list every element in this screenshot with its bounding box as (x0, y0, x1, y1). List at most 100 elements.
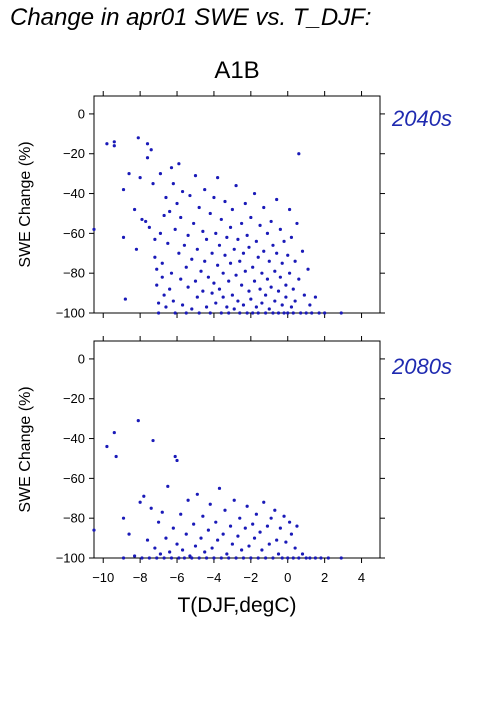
data-point (230, 207, 234, 212)
data-point (275, 197, 279, 202)
y-tick-label: −40 (63, 186, 85, 201)
x-tick-label: 4 (358, 570, 365, 585)
data-point (169, 166, 174, 170)
data-point (149, 506, 153, 510)
page-title: Change in apr01 SWE vs. T_DJF: (10, 4, 372, 31)
y-tick-label: −60 (63, 471, 85, 486)
data-point (138, 176, 142, 180)
data-point (339, 311, 343, 315)
data-point (278, 275, 282, 279)
data-point (254, 512, 258, 516)
data-point (236, 237, 240, 241)
data-point (155, 556, 159, 560)
data-point (184, 265, 188, 269)
data-point (180, 303, 185, 307)
plot-frame-2080s (93, 340, 381, 559)
data-point (166, 241, 170, 245)
data-point (121, 235, 126, 239)
data-point (289, 235, 294, 239)
data-point (280, 303, 284, 307)
data-point (216, 538, 220, 542)
data-point (310, 311, 314, 315)
data-point (232, 498, 236, 502)
data-point (179, 512, 183, 516)
data-point (175, 458, 179, 463)
data-point (247, 289, 251, 293)
data-point (339, 556, 343, 560)
data-point (136, 136, 140, 140)
data-point (201, 514, 205, 518)
y-tick-label: −80 (63, 511, 85, 526)
data-point (317, 311, 321, 315)
data-point (162, 213, 166, 218)
data-point (264, 293, 268, 297)
data-point (273, 269, 277, 273)
data-point (243, 269, 247, 273)
data-point (306, 267, 310, 271)
data-point (238, 516, 242, 520)
data-point (262, 249, 266, 253)
data-point (92, 227, 96, 231)
data-point (247, 245, 251, 249)
data-point (199, 536, 203, 540)
data-point (179, 277, 183, 281)
data-point (221, 532, 225, 536)
data-point (186, 285, 190, 289)
y-tick-label: 0 (78, 106, 85, 121)
data-point (121, 556, 126, 560)
data-point (188, 193, 192, 198)
data-point (190, 556, 194, 560)
data-point (293, 299, 297, 303)
data-point (193, 544, 198, 548)
data-point (214, 301, 218, 305)
data-point (192, 522, 196, 526)
data-point (223, 508, 227, 512)
scenario-title: A1B (214, 57, 260, 84)
data-point (145, 538, 150, 542)
data-point (127, 532, 131, 536)
data-point (155, 267, 159, 271)
data-point (258, 530, 262, 534)
data-point (271, 311, 275, 315)
data-point (127, 172, 131, 176)
data-point (203, 550, 207, 554)
data-point (276, 552, 281, 556)
data-point (247, 544, 251, 548)
data-point (169, 556, 174, 560)
data-point (171, 181, 175, 186)
data-point (184, 532, 188, 536)
data-point (156, 311, 161, 315)
data-point (245, 311, 249, 315)
data-point (160, 261, 164, 265)
data-point (162, 293, 166, 297)
data-point (192, 221, 196, 226)
data-point (219, 556, 223, 560)
data-point (265, 277, 270, 281)
data-point (313, 295, 318, 299)
data-point (245, 233, 249, 237)
data-point (164, 536, 168, 540)
data-point (269, 219, 273, 224)
data-point (252, 191, 257, 196)
data-point (284, 295, 288, 299)
data-point (214, 520, 218, 524)
data-point (291, 287, 295, 291)
data-point (197, 311, 201, 315)
data-point (234, 273, 238, 277)
data-point (276, 311, 281, 315)
data-point (267, 259, 271, 263)
data-point (210, 546, 214, 550)
data-point (236, 299, 240, 303)
data-point (302, 293, 306, 297)
data-point (177, 556, 181, 560)
x-tick-label: 2 (321, 570, 328, 585)
data-point (193, 174, 198, 178)
data-point (208, 211, 212, 216)
data-point (105, 142, 109, 146)
data-point (190, 307, 194, 311)
data-point (204, 305, 209, 309)
data-point (287, 271, 292, 275)
y-tick-label: −100 (56, 551, 85, 566)
data-point (228, 261, 233, 265)
